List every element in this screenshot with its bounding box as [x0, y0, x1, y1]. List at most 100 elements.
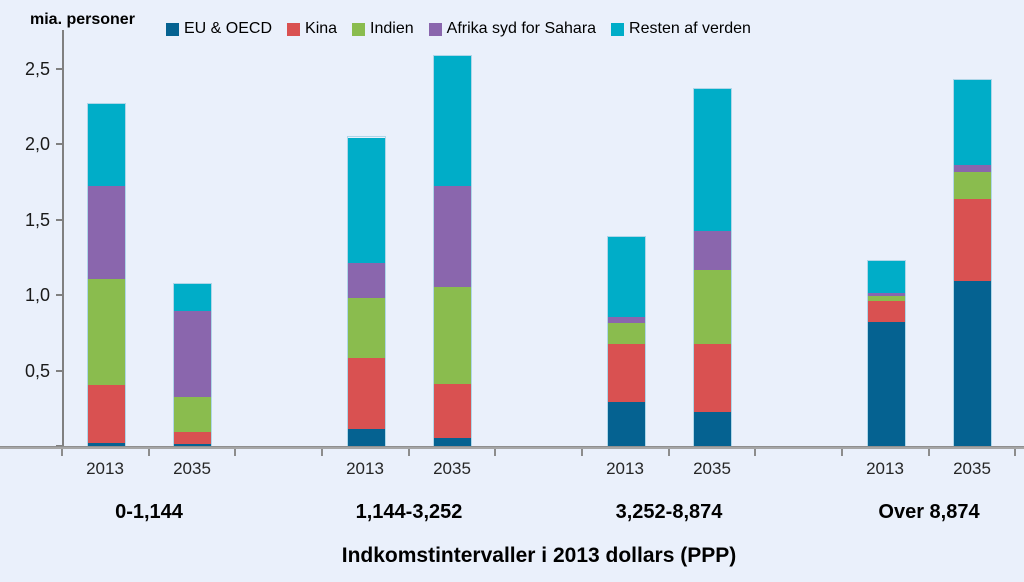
y-axis-line: [62, 30, 64, 447]
x-tick-label-year: 2035: [693, 459, 731, 478]
bar-segment-indien: [174, 397, 211, 432]
bar-segment-indien: [694, 270, 731, 345]
y-axis-unit-label: mia. personer: [30, 11, 135, 28]
bar-segment-kina: [88, 385, 125, 443]
legend-label: Afrika syd for Sahara: [446, 20, 597, 37]
bar-segment-indien: [88, 279, 125, 386]
legend-label: Indien: [370, 20, 414, 37]
bar-segment-indien: [868, 296, 905, 301]
stacked-bar-Over 8,874-2035: [953, 79, 992, 448]
x-tick-label-year: 2035: [433, 459, 471, 478]
bar-segment-eu-oecd: [174, 444, 211, 447]
x-tick-label-year: 2035: [953, 459, 991, 478]
bar-segment-resten-af-verden: [954, 80, 991, 165]
x-axis-tick: [580, 449, 583, 456]
x-axis-tick: [147, 449, 150, 456]
bar-segment-kina: [608, 344, 645, 402]
bar-segment-eu-oecd: [88, 442, 125, 447]
y-axis-tick-label: 2,0: [24, 134, 50, 154]
x-axis-tick: [667, 449, 670, 456]
x-group-label: 3,252-8,874: [615, 501, 723, 523]
bar-segment-eu-oecd: [954, 280, 991, 447]
bar-segment-afrika-syd-for-sahara: [434, 185, 471, 287]
bar-segment-resten-af-verden: [348, 137, 385, 263]
legend-label: EU & OECD: [184, 20, 273, 37]
bar-segment-kina: [868, 300, 905, 322]
bar-segment-resten-af-verden: [694, 89, 731, 232]
bar-segment-afrika-syd-for-sahara: [88, 185, 125, 280]
x-tick-label-year: 2013: [346, 459, 384, 478]
stacked-bar-1,144-3,252-2035: [433, 55, 472, 448]
bar-segment-afrika-syd-for-sahara: [868, 293, 905, 296]
y-axis-tick-label: 1,0: [24, 285, 50, 305]
bar-segment-kina: [954, 199, 991, 281]
legend-item-5: Resten af verden: [611, 20, 751, 38]
bar-segment-afrika-syd-for-sahara: [608, 317, 645, 324]
y-axis-tick-label: 0,5: [24, 360, 50, 381]
x-axis-tick: [840, 449, 843, 456]
x-axis-title: Indkomstintervaller i 2013 dollars (PPP): [341, 544, 737, 567]
x-tick-label-year: 2013: [86, 459, 124, 478]
x-axis-tick: [1014, 449, 1017, 456]
stacked-bar-Over 8,874-2013: [867, 260, 906, 448]
bar-segment-eu-oecd: [434, 437, 471, 447]
stacked-bar-1,144-3,252-2013: [347, 136, 386, 448]
stacked-bar-3,252-8,874-2013: [607, 236, 646, 448]
x-tick-label-year: 2013: [866, 459, 904, 478]
x-axis-tick: [494, 449, 497, 456]
y-axis-tick: [56, 294, 63, 296]
bar-segment-indien: [954, 172, 991, 200]
bar-segment-afrika-syd-for-sahara: [694, 231, 731, 271]
x-axis-tick: [234, 449, 237, 456]
x-axis-tick: [754, 449, 757, 456]
x-tick-label-year: 2035: [173, 459, 211, 478]
x-group-label: Over 8,874: [878, 501, 980, 523]
y-axis-tick: [56, 218, 63, 221]
bar-segment-resten-af-verden: [174, 283, 211, 312]
x-axis-tick: [61, 449, 63, 456]
bar-segment-indien: [348, 297, 385, 358]
bar-segment-resten-af-verden: [88, 104, 125, 186]
legend-item-3: Indien: [352, 20, 414, 38]
bar-segment-indien: [608, 323, 645, 345]
x-axis-tick: [927, 449, 930, 456]
x-axis-tick: [320, 449, 323, 456]
x-group-label: 0-1,144: [115, 501, 183, 523]
bar-segment-kina: [434, 383, 471, 438]
legend-item-4: Afrika syd for Sahara: [428, 20, 597, 38]
stacked-bar-0-1,144-2035: [173, 283, 212, 448]
legend-swatch-icon: [428, 22, 442, 36]
bar-segment-kina: [694, 344, 731, 413]
legend-swatch-icon: [352, 22, 366, 36]
bar-segment-resten-af-verden: [868, 261, 905, 293]
y-axis-tick-label: 2,5: [24, 58, 50, 79]
y-axis-tick-label: 1,5: [24, 209, 50, 230]
legend-swatch-icon: [611, 22, 625, 36]
bar-segment-indien: [434, 287, 471, 384]
bar-segment-eu-oecd: [608, 401, 645, 447]
bar-segment-resten-af-verden: [608, 237, 645, 318]
x-group-label: 1,144-3,252: [355, 501, 463, 523]
bar-segment-kina: [348, 357, 385, 429]
bar-segment-afrika-syd-for-sahara: [954, 164, 991, 173]
legend-label: Resten af verden: [629, 20, 751, 37]
bar-segment-resten-af-verden: [434, 55, 471, 186]
stacked-bar-3,252-8,874-2035: [693, 88, 732, 448]
legend-swatch-icon: [287, 22, 301, 36]
bar-segment-afrika-syd-for-sahara: [348, 262, 385, 298]
y-axis-tick: [56, 143, 63, 145]
y-axis-tick: [56, 369, 63, 372]
bar-segment-eu-oecd: [868, 321, 905, 447]
x-axis-line: [0, 446, 1024, 449]
bar-segment-eu-oecd: [348, 428, 385, 447]
bar-segment-kina: [174, 431, 211, 444]
legend-item-2: Kina: [287, 20, 337, 38]
legend-swatch-icon: [166, 22, 179, 36]
legend-label: Kina: [305, 20, 338, 37]
x-tick-label-year: 2013: [606, 459, 644, 478]
bar-segment-eu-oecd: [694, 412, 731, 447]
x-axis-tick: [407, 449, 410, 456]
chart-legend: EU & OECD Kina Indien Afrika syd for Sahara…: [166, 20, 751, 38]
legend-item-1: EU & OECD: [166, 20, 272, 38]
